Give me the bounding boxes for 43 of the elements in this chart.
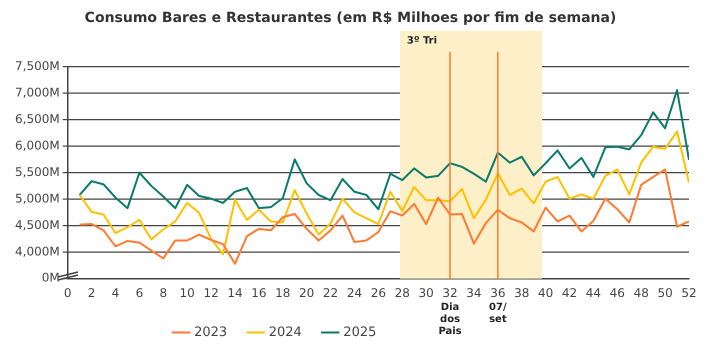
x-tick-label: 2	[88, 286, 96, 300]
chart-title: Consumo Bares e Restaurantes (em R$ Milhoes por fim de semana)	[84, 10, 616, 26]
x-tick-label: 4	[112, 286, 120, 300]
x-tick-label: 8	[159, 286, 168, 300]
x-tick-label: 6	[136, 286, 144, 300]
y-tick-label: 4,000M	[14, 244, 60, 258]
y-tick-label: 7,500M	[14, 58, 60, 73]
x-tick-label: 44	[586, 286, 602, 300]
x-tick-label: 0	[64, 286, 72, 300]
x-tick-label: 52	[681, 286, 697, 300]
y-tick-label: 7,000M	[14, 85, 60, 100]
y-tick-label: 6,000M	[14, 138, 60, 152]
x-tick-label: 38	[514, 286, 530, 300]
x-tick-label: 10	[180, 286, 195, 300]
x-tick-label: 12	[203, 286, 219, 300]
legend-label: 2024	[268, 324, 302, 340]
y-tick-label: 5,500M	[14, 164, 60, 179]
x-tick-label: 28	[394, 286, 410, 300]
y-tick-label: 0M	[42, 270, 60, 285]
y-tick-label: 6,500M	[14, 112, 60, 126]
x-tick-label: 50	[657, 286, 673, 300]
x-tick-label: 42	[562, 286, 578, 300]
x-tick-label: 46	[610, 286, 625, 300]
x-tick-label: 24	[346, 286, 362, 300]
x-tick-label: 18	[275, 286, 290, 300]
x-tick-label: 34	[466, 286, 482, 300]
ref-line-label: Dia dos Pais	[438, 302, 462, 338]
x-tick-label: 40	[538, 286, 554, 300]
x-tick-label: 48	[634, 286, 649, 300]
x-tick-label: 36	[490, 286, 506, 300]
x-tick-label: 22	[322, 286, 338, 300]
x-tick-label: 26	[370, 286, 386, 300]
x-tick-label: 20	[299, 286, 314, 300]
ref-line-label: 07/ set	[489, 302, 507, 326]
y-tick-label: 5,000M	[14, 191, 60, 206]
legend-label: 2023	[194, 324, 228, 340]
band-label: 3º Tri	[406, 35, 438, 46]
x-tick-label: 16	[251, 286, 267, 300]
x-tick-label: 32	[442, 286, 458, 300]
y-tick-label: 4,500M	[14, 218, 60, 232]
x-tick-label: 30	[418, 286, 434, 300]
legend-label: 2025	[343, 324, 376, 340]
x-tick-label: 14	[227, 286, 243, 300]
